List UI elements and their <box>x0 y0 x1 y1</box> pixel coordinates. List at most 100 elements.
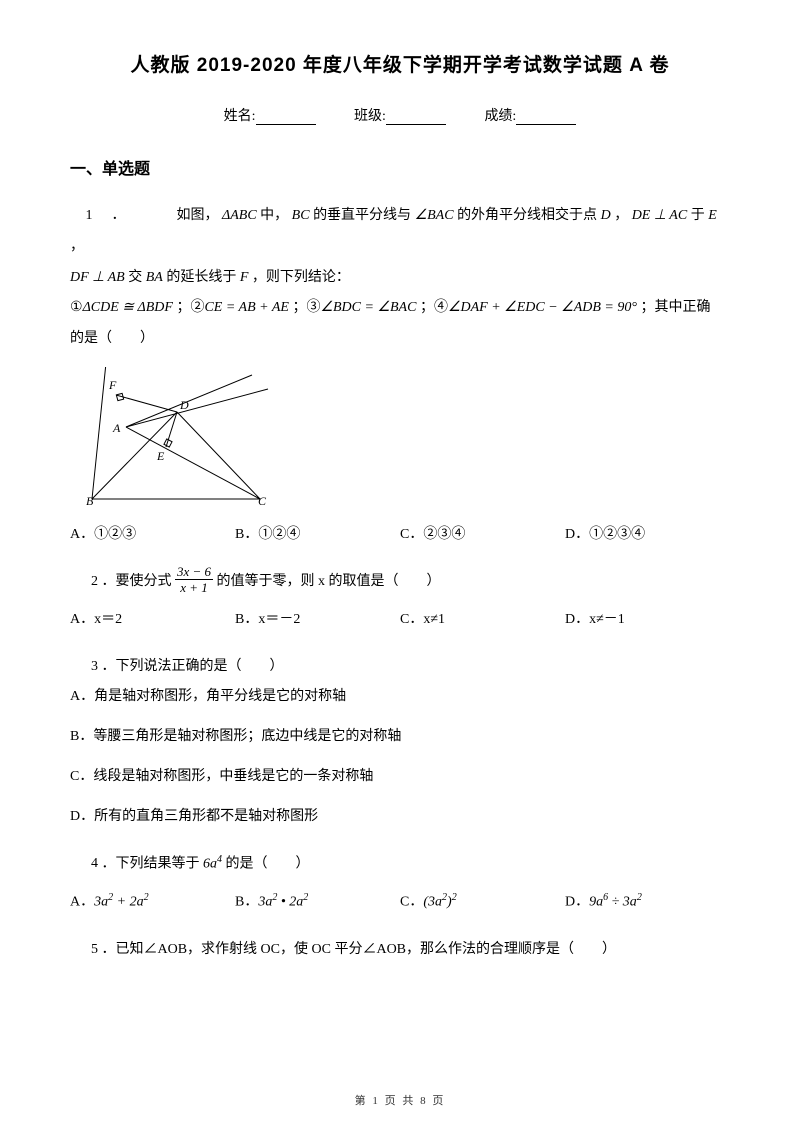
footer-pre: 第 <box>355 1095 373 1107</box>
q1-t3: 的垂直平分线与 <box>313 208 411 223</box>
q4A-mid: + 2a <box>113 895 143 910</box>
footer-cur: 1 <box>372 1095 380 1107</box>
q1-l2c: BA <box>146 270 163 285</box>
q3-optB: B．等腰三角形是轴对称图形；底边中线是它的对称轴 <box>70 723 730 751</box>
q1-t2: 中， <box>260 208 288 223</box>
q3-t1: ．下列说法正确的是（ ） <box>102 659 284 674</box>
q4-optB: B．3a2 • 2a2 <box>235 888 400 917</box>
footer-mid: 页 共 <box>380 1095 420 1107</box>
q1-number: 1 <box>70 201 108 232</box>
q2-frac-num: 3x − 6 <box>175 565 213 580</box>
q2-t1: ．要使分式 <box>102 574 176 589</box>
q1-c3m: ∠BDC = ∠BAC <box>320 300 416 315</box>
q4D-pre: D． <box>565 895 589 910</box>
q4-t1: ．下列结果等于 <box>102 856 200 871</box>
q1-m5: DE ⊥ AC <box>632 208 688 223</box>
score-blank <box>516 111 576 125</box>
q4C-pre: C． <box>400 895 423 910</box>
q2-fraction: 3x − 6 x + 1 <box>175 565 213 594</box>
label-B: B <box>86 494 94 507</box>
page-title: 人教版 2019-2020 年度八年级下学期开学考试数学试题 A 卷 <box>70 50 730 77</box>
q1-m1: ΔABC <box>222 208 257 223</box>
q2-optB: B．x＝－2 <box>235 606 400 634</box>
q1-options: A．①②③ B．①②④ C．②③④ D．①②③④ <box>70 521 730 549</box>
q4A-m: 3a <box>94 895 108 910</box>
q2-number: 2 <box>70 567 98 598</box>
q2-optC: C．x≠1 <box>400 606 565 634</box>
q1-l2b: 交 <box>128 270 142 285</box>
q2-t2: 的值等于零，则 x 的取值是（ ） <box>217 574 441 589</box>
q4-optC: C．(3a2)2 <box>400 888 565 917</box>
q4D-m: 9a <box>589 895 603 910</box>
q1-c4a: ；④ <box>420 300 448 315</box>
q1-dot: ． <box>112 208 126 223</box>
q1-c1a: ① <box>70 300 83 315</box>
q3-optA: A．角是轴对称图形，角平分线是它的对称轴 <box>70 683 730 711</box>
q4-m1: 6a <box>203 856 217 871</box>
q2-optA: A．x＝2 <box>70 606 235 634</box>
fill-blanks-row: 姓名: 班级: 成绩: <box>70 105 730 125</box>
q4-optD: D．9a6 ÷ 3a2 <box>565 888 730 917</box>
q1-m4: D <box>601 208 611 223</box>
q5-number: 5 <box>70 935 98 966</box>
q5-t1: ．已知∠AOB，求作射线 OC，使 OC 平分∠AOB，那么作法的合理顺序是（ … <box>102 942 617 957</box>
q2-frac-den: x + 1 <box>175 580 213 594</box>
name-blank <box>256 111 316 125</box>
q1-m2: BC <box>292 208 310 223</box>
q4-exp1: 4 <box>217 854 222 865</box>
q1-c1m: ΔCDE ≅ ΔBDF <box>83 300 173 315</box>
class-blank <box>386 111 446 125</box>
q1-optA: A．①②③ <box>70 521 235 549</box>
q1-l2a: DF ⊥ AB <box>70 270 125 285</box>
q4B-e2: 2 <box>303 892 308 903</box>
q1-l4: 的是（ ） <box>70 324 730 355</box>
label-F: F <box>108 378 117 392</box>
q4B-mid: • 2a <box>277 895 303 910</box>
label-C: C <box>258 494 267 507</box>
footer-total: 8 <box>420 1095 428 1107</box>
q1-optC: C．②③④ <box>400 521 565 549</box>
q2-options: A．x＝2 B．x＝－2 C．x≠1 D．x≠－1 <box>70 606 730 634</box>
q3-optD: D．所有的直角三角形都不是轴对称图形 <box>70 803 730 831</box>
name-label: 姓名: <box>224 109 256 124</box>
geometry-figure: F A B C D E <box>82 367 272 507</box>
q3-number: 3 <box>70 652 98 683</box>
q1-c3a: ；③ <box>292 300 320 315</box>
q4A-e2: 2 <box>144 892 149 903</box>
label-A: A <box>112 421 121 435</box>
question-2: 2 ．要使分式 3x − 6 x + 1 的值等于零，则 x 的取值是（ ） A… <box>70 567 730 634</box>
q3-optC: C．线段是轴对称图形，中垂线是它的一条对称轴 <box>70 763 730 791</box>
q1-t7: ， <box>70 239 84 254</box>
q1-m3: ∠BAC <box>415 208 454 223</box>
q1-l2f: ，则下列结论： <box>252 270 350 285</box>
q1-c5: ；其中正确 <box>640 300 710 315</box>
page-footer: 第 1 页 共 8 页 <box>0 1092 800 1108</box>
label-E: E <box>156 449 165 463</box>
label-D: D <box>179 398 189 412</box>
question-1: 1 ． 如图， ΔABC 中， BC 的垂直平分线与 ∠BAC 的外角平分线相交… <box>70 201 730 549</box>
class-label: 班级: <box>354 109 386 124</box>
q1-t5: ， <box>614 208 628 223</box>
q4B-m: 3a <box>258 895 272 910</box>
q1-t6: 于 <box>691 208 705 223</box>
q1-l2e: F <box>240 270 249 285</box>
q4-number: 4 <box>70 849 98 880</box>
question-3: 3 ．下列说法正确的是（ ） A．角是轴对称图形，角平分线是它的对称轴 B．等腰… <box>70 652 730 831</box>
score-label: 成绩: <box>484 109 516 124</box>
footer-post: 页 <box>428 1095 446 1107</box>
q4C-m: (3a <box>423 895 442 910</box>
q4B-pre: B． <box>235 895 258 910</box>
q1-diagram: F A B C D E <box>82 367 730 507</box>
q1-l2d: 的延长线于 <box>166 270 236 285</box>
question-4: 4 ．下列结果等于 6a4 的是（ ） A．3a2 + 2a2 B．3a2 • … <box>70 849 730 917</box>
q1-t1: 如图， <box>177 208 219 223</box>
q3-options: A．角是轴对称图形，角平分线是它的对称轴 B．等腰三角形是轴对称图形；底边中线是… <box>70 683 730 831</box>
q1-c4m: ∠DAF + ∠EDC − ∠ADB = 90° <box>448 300 637 315</box>
q4D-mid: ÷ 3a <box>608 895 637 910</box>
q2-optD: D．x≠－1 <box>565 606 730 634</box>
q4D-e2: 2 <box>637 892 642 903</box>
question-5: 5 ．已知∠AOB，求作射线 OC，使 OC 平分∠AOB，那么作法的合理顺序是… <box>70 935 730 966</box>
q4C-e2: 2 <box>452 892 457 903</box>
q1-c2a: ；② <box>176 300 204 315</box>
q1-optB: B．①②④ <box>235 521 400 549</box>
